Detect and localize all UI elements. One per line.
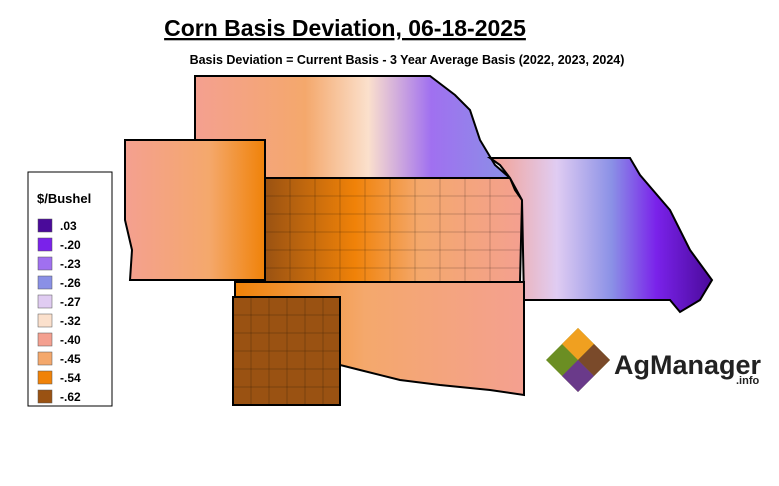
county-grid xyxy=(233,178,520,405)
legend-swatch xyxy=(37,237,53,252)
legend-swatch xyxy=(37,313,53,328)
legend-swatch xyxy=(37,294,53,309)
legend-label: -.62 xyxy=(60,390,81,404)
title: Corn Basis Deviation, 06-18-2025 xyxy=(164,15,526,41)
legend-label: -.27 xyxy=(60,295,81,309)
legend-label: .03 xyxy=(60,219,77,233)
legend-swatch xyxy=(37,275,53,290)
legend-title: $/Bushel xyxy=(37,191,91,206)
logo: AgManager .info xyxy=(546,328,762,392)
legend-swatch xyxy=(37,256,53,271)
legend-label: -.23 xyxy=(60,257,81,271)
legend-swatch xyxy=(37,389,53,404)
logo-name: AgManager xyxy=(614,350,762,380)
legend-label: -.26 xyxy=(60,276,81,290)
legend-label: -.40 xyxy=(60,333,81,347)
kansas xyxy=(264,177,524,283)
legend-label: -.20 xyxy=(60,238,81,252)
legend-swatch xyxy=(37,351,53,366)
legend-items: .03 -.20 -.23 -.26 -.27 -.32 -.40 -.45 -.54 -.62 xyxy=(37,218,81,404)
subtitle: Basis Deviation = Current Basis - 3 Year… xyxy=(190,53,625,67)
legend-swatch xyxy=(37,218,53,233)
legend-swatch xyxy=(37,370,53,385)
missouri xyxy=(486,157,714,314)
legend-swatch xyxy=(37,332,53,347)
logo-chart xyxy=(562,360,594,392)
legend-label: -.32 xyxy=(60,314,81,328)
legend-label: -.45 xyxy=(60,352,81,366)
logo-suffix: .info xyxy=(736,375,759,387)
legend-label: -.54 xyxy=(60,371,81,385)
colorado xyxy=(124,139,266,281)
